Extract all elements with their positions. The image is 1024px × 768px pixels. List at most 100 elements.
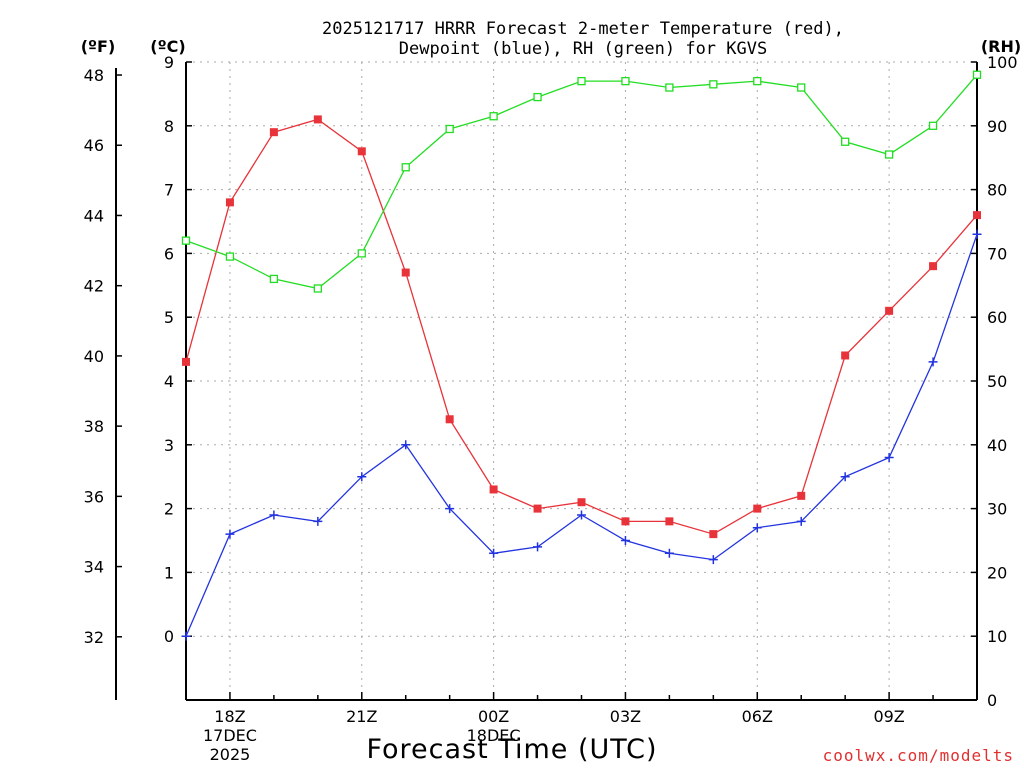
dewpoint-point [357,472,367,482]
celsius-tick-label: 3 [164,436,174,455]
fahrenheit-tick-label: 42 [84,277,104,296]
dewpoint-point [225,529,235,539]
title-line-1: 2025121717 HRRR Forecast 2-meter Tempera… [322,19,844,39]
chart-title: 2025121717 HRRR Forecast 2-meter Tempera… [322,19,844,59]
rh-point [797,83,806,92]
rh-point [225,252,235,261]
rh-tick-label: 0 [987,691,997,710]
dewpoint-point [489,548,499,558]
series [181,70,982,641]
x-tick-label: 18Z [214,707,245,726]
rh-line [185,74,978,290]
dewpoint-point [401,440,411,450]
grid [186,61,977,700]
rh-point [665,83,674,92]
fahrenheit-tick-label: 40 [84,347,104,366]
rh-point [489,112,498,121]
celsius-tick-label: 2 [164,500,174,519]
x-tick-label: 18DEC [467,726,521,745]
dewpoint-line [185,234,978,637]
x-tick-label: 03Z [610,707,641,726]
rh-point [753,76,762,86]
rh-tick-label: 40 [987,436,1007,455]
temperature-point [401,268,410,277]
temperature-line [185,118,978,535]
rh-tick-label: 90 [987,117,1007,136]
temperature-point [269,128,278,137]
x-tick-label: 00Z [478,707,509,726]
x-tick-label: 21Z [346,707,377,726]
rh-point [577,76,586,86]
temperature-point [709,530,718,539]
temperature-point [797,491,806,500]
celsius-tick-label: 1 [164,563,174,582]
rh-tick-label: 10 [987,627,1007,646]
rh-unit-label: (RH) [981,37,1021,56]
x-tick-label: 09Z [873,707,904,726]
celsius-tick-label: 0 [164,627,174,646]
dewpoint-point [752,523,762,533]
fahrenheit-tick-label: 32 [84,628,104,647]
dewpoint-point [577,510,586,520]
rh-tick-label: 100 [987,53,1018,72]
celsius-tick-label: 4 [164,372,174,391]
temperature-point [182,357,190,366]
rh-point [533,92,542,102]
temperature-point [489,485,498,494]
temperature-point [753,504,762,513]
fahrenheit-tick-label: 46 [84,136,104,155]
fahrenheit-tick-label: 48 [84,66,104,85]
dewpoint-point [972,229,982,239]
rh-point [269,274,279,284]
credit-link[interactable]: coolwx.com/modelts [823,746,1014,765]
dewpoint-point [181,631,191,641]
rh-point [928,121,938,130]
celsius-tick-label: 5 [164,308,174,327]
dewpoint-point [269,510,279,520]
rh-tick-label: 50 [987,372,1007,391]
rh-tick-label: 60 [987,308,1007,327]
dewpoint-point [533,542,543,552]
dewpoint-point [708,555,718,565]
rh-point [884,150,894,159]
fahrenheit-tick-label: 44 [84,206,104,225]
temperature-point [885,306,894,315]
temperature-point [357,147,366,156]
x-tick-label: 17DEC [203,726,257,745]
rh-point [313,284,322,293]
temperature-point [577,498,586,507]
celsius-unit-label: (ºC) [150,37,185,56]
rh-point [181,236,191,245]
fahrenheit-tick-label: 34 [84,558,104,577]
fahrenheit-tick-label: 38 [84,417,104,436]
temperature-point [445,415,454,424]
rh-point [972,70,982,79]
rh-tick-label: 70 [987,244,1007,263]
x-axis-label: Forecast Time (UTC) [366,734,657,765]
fahrenheit-unit-label: (ºF) [81,37,116,56]
temperature-point [313,115,322,124]
dewpoint-point [840,472,850,482]
temperature-point [225,198,234,207]
celsius-tick-label: 8 [164,117,174,136]
celsius-tick-label: 6 [164,244,174,263]
temperature-point [533,504,542,513]
rh-point [357,249,366,258]
x-tick-label: 2025 [210,745,251,764]
temperature-point [621,517,630,526]
dewpoint-point [928,357,938,367]
fahrenheit-tick-label: 36 [84,487,104,506]
rh-point [841,137,850,146]
rh-tick-label: 80 [987,181,1007,200]
rh-point [401,163,410,172]
dewpoint-point [313,516,323,526]
dewpoint-point [796,516,806,526]
dewpoint-point [620,536,630,545]
temperature-point [841,351,850,360]
title-line-2: Dewpoint (blue), RH (green) for KGVS [399,39,767,59]
rh-point [621,76,630,86]
rh-point [709,80,718,89]
x-tick-label: 06Z [742,707,773,726]
temperature-point [665,517,674,526]
